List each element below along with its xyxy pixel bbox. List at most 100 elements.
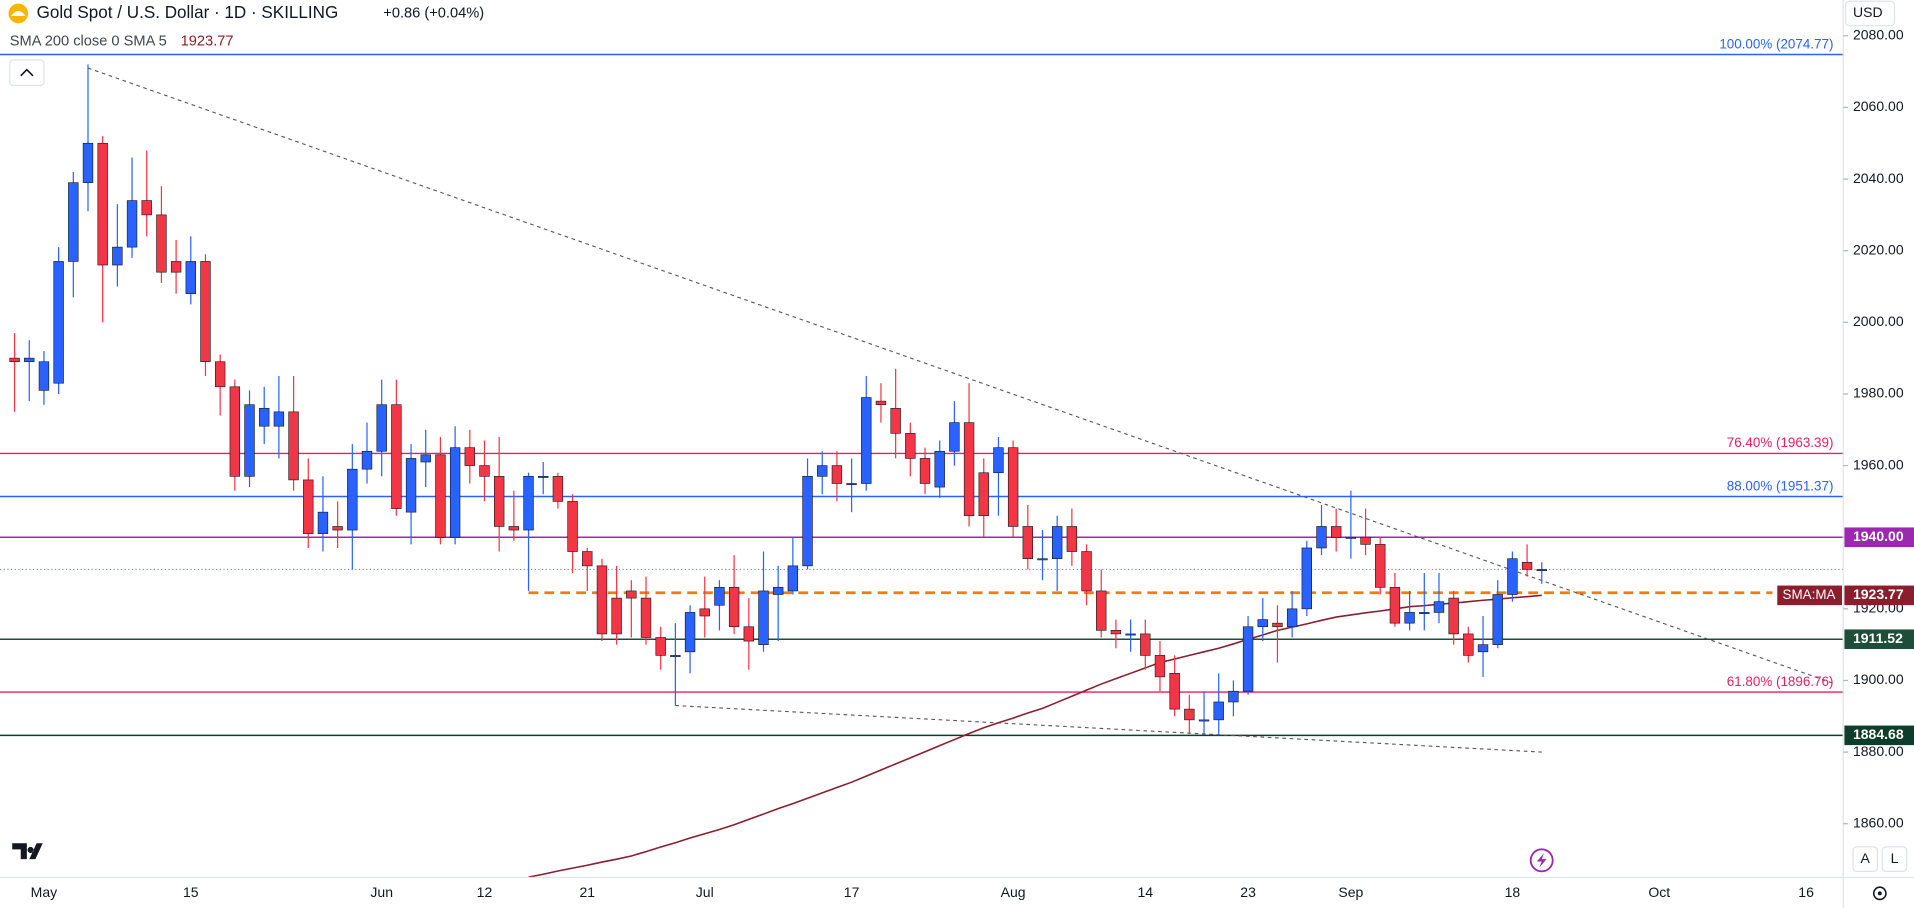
log-scale-button[interactable] [1881, 846, 1908, 872]
plot-area [0, 53, 1844, 878]
lightning-icon [1536, 853, 1547, 868]
candle-body [1286, 608, 1298, 628]
candle-body [141, 200, 152, 216]
candle-body [890, 407, 901, 434]
trendline [87, 67, 1836, 685]
level-axis-label: 1911.52 [1853, 630, 1903, 646]
candle-body [303, 479, 314, 534]
y-tick-label: 2060.00 [1853, 98, 1904, 114]
candle-body [743, 626, 754, 642]
currency-button[interactable] [1845, 0, 1896, 27]
candle-body [817, 465, 828, 477]
candle-body [1477, 644, 1489, 653]
candle-body [1154, 655, 1166, 678]
candle-body [185, 261, 196, 294]
candle-body [552, 476, 564, 502]
candle-body [68, 182, 79, 262]
candle-body [1037, 558, 1048, 561]
x-tick-label: 14 [1137, 884, 1153, 900]
candle-body [493, 476, 505, 527]
sma-name-box [1777, 585, 1842, 606]
candle-body [538, 476, 549, 478]
candle-body [1272, 622, 1283, 628]
candle-body [1081, 551, 1092, 592]
indicator-name: SMA 200 close 0 SMA 5 [10, 33, 167, 49]
y-tick-label: 1880.00 [1853, 743, 1904, 759]
candle-body [1330, 526, 1342, 538]
tradingview-logo [12, 843, 43, 860]
candle-body [758, 590, 769, 645]
candle-body [1242, 626, 1254, 692]
candle-body [156, 214, 167, 273]
y-tick-label: 1980.00 [1853, 385, 1904, 401]
x-tick-label: Oct [1648, 884, 1670, 900]
candle-body [993, 447, 1004, 474]
candle-body [9, 357, 20, 363]
candle-body [1536, 569, 1547, 571]
x-tick-label: May [31, 884, 58, 900]
candle-body [1007, 447, 1019, 527]
candle-body [919, 458, 931, 484]
candle-body [170, 261, 182, 273]
candle-body [1096, 590, 1107, 631]
candle-body [640, 597, 652, 638]
x-tick-label: 16 [1798, 884, 1814, 900]
candle-body [449, 447, 461, 538]
y-tick-label: 2000.00 [1853, 313, 1904, 329]
candle-body [112, 246, 123, 266]
x-tick-label: Jun [370, 884, 393, 900]
candle-body [38, 361, 50, 391]
candle-body [1521, 561, 1533, 570]
candle-body [1051, 526, 1063, 560]
candle-body [802, 476, 813, 567]
candle-body [1360, 536, 1371, 545]
candle-body [963, 422, 975, 517]
y-tick-label: 1900.00 [1853, 671, 1904, 687]
candle-body [1507, 558, 1518, 595]
settings-button[interactable] [1872, 886, 1887, 901]
candle-body [273, 411, 285, 427]
sma-line [528, 594, 1542, 878]
candle-body [508, 526, 520, 531]
candle-body [1169, 673, 1180, 710]
candle-body [1022, 526, 1033, 560]
candle-body [464, 447, 475, 466]
level-axis-label: 1940.00 [1853, 528, 1904, 544]
candle-body [420, 454, 431, 463]
log-scale-label: L [1891, 850, 1899, 866]
lightning-button[interactable] [1529, 848, 1554, 873]
trendline [675, 704, 1542, 753]
candle-body [1066, 526, 1078, 552]
candle-body [214, 361, 226, 388]
candle-body [1433, 601, 1445, 613]
collapse-button[interactable] [9, 59, 45, 87]
candle-body [831, 465, 843, 484]
candle-body [626, 590, 637, 599]
candle-body [670, 655, 681, 657]
y-tick-label: 2080.00 [1853, 27, 1904, 43]
candle-body [244, 404, 255, 477]
candle-body [376, 404, 387, 452]
candle-body [405, 458, 417, 513]
candle-body [772, 587, 784, 595]
candle-body [126, 200, 138, 248]
level-label: 100.00% (2074.77) [1719, 36, 1833, 51]
candle-body [1389, 587, 1401, 624]
auto-scale-button[interactable] [1852, 846, 1878, 872]
candle-body [582, 551, 593, 567]
candle-body [846, 483, 857, 486]
sma-axis-label: 1923.77 [1853, 586, 1904, 602]
candle-body [875, 400, 887, 406]
candle-body [1345, 536, 1357, 539]
candle-body [1316, 526, 1327, 549]
candle-body [259, 407, 270, 427]
candle-body [317, 511, 329, 534]
auto-scale-label: A [1860, 850, 1870, 866]
level-axis-box [1844, 527, 1914, 547]
x-tick-label: 21 [579, 884, 595, 900]
candle-body [361, 450, 373, 470]
candle-body [332, 526, 343, 531]
candle-body [391, 404, 402, 509]
